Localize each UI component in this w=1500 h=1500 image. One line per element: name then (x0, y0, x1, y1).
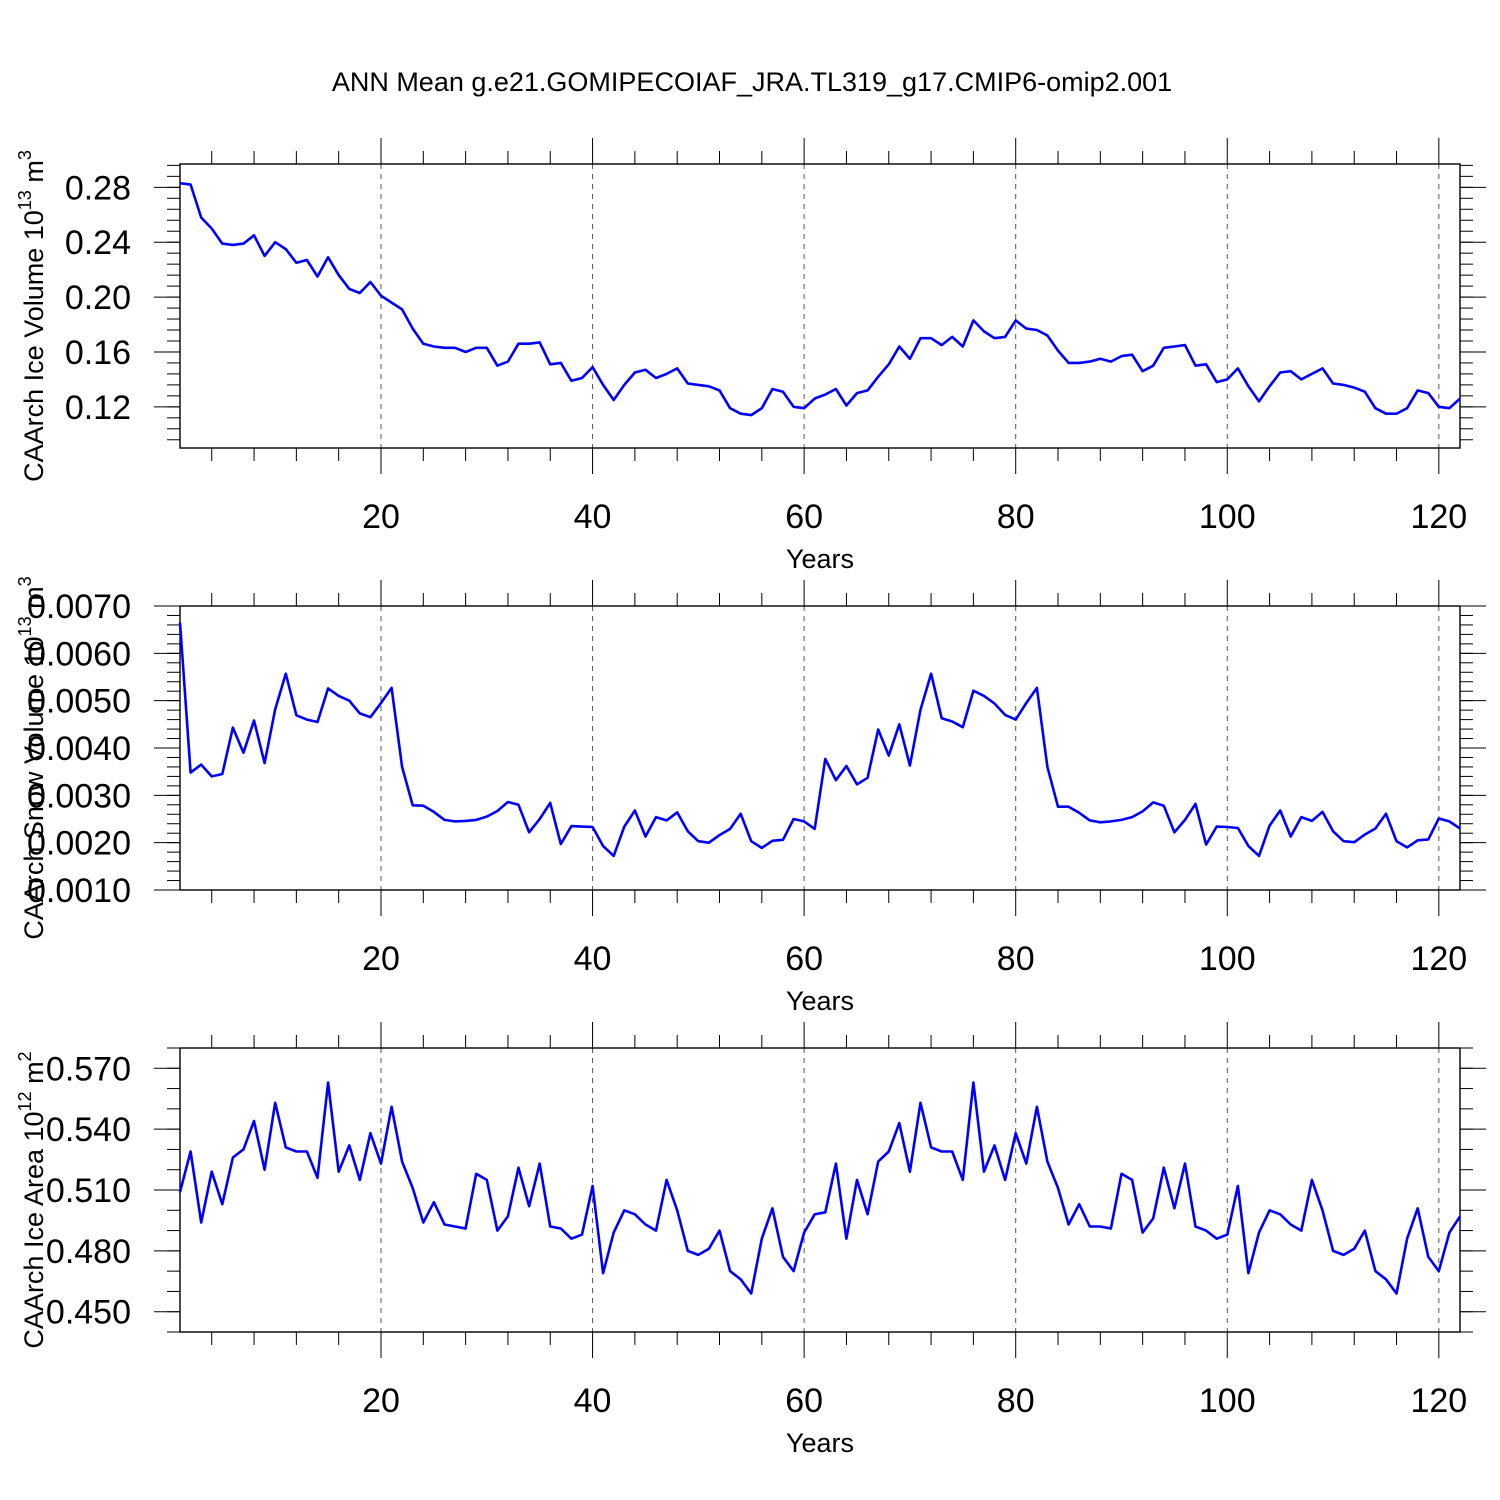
y-tick-label: 0.16 (65, 334, 131, 372)
y-tick-label: 0.450 (46, 1294, 131, 1332)
series-line (179, 181, 1461, 417)
x-tick-label: 60 (785, 498, 823, 536)
y-axis-label-part: m (19, 160, 49, 190)
y-tick-label: 0.0010 (27, 872, 131, 910)
x-tick-label: 60 (785, 1382, 823, 1420)
x-tick-label: 120 (1410, 940, 1467, 978)
plot-frame (179, 605, 1461, 891)
y-axis-label-exponent: 13 (15, 190, 35, 210)
panels: 0.12 0.16 0.20 0.24 0.28 20 40 60 80 100 120 Years C… (15, 138, 1486, 1458)
panel-2: 0.0010 0.0020 0.0030 0.0040 0.0050 0.0060 0.00… (15, 576, 1486, 1016)
x-tick-label: 40 (574, 940, 612, 978)
y-tick-label: 0.540 (46, 1111, 131, 1149)
x-tick-label: 80 (997, 940, 1035, 978)
y-tick-label: 0.12 (65, 389, 131, 427)
y-axis-label: CAArch Ice Area 1012 m2 (15, 1051, 49, 1348)
series-line (178, 622, 1461, 858)
y-tick-label: 0.24 (65, 224, 131, 262)
x-axis-label: Years (786, 544, 854, 574)
panel-1: 0.12 0.16 0.20 0.24 0.28 20 40 60 80 100 120 Years C… (15, 138, 1486, 574)
y-tick-label: 0.0020 (27, 825, 131, 863)
y-axis-label-part: CAArch Ice Area 10 (19, 1111, 49, 1348)
y-tick-label: 0.0060 (27, 635, 131, 673)
figure-title: ANN Mean g.e21.GOMIPECOIAF_JRA.TL319_g17… (332, 67, 1172, 97)
y-tick-label: 0.0070 (27, 588, 131, 626)
x-tick-label: 100 (1199, 940, 1256, 978)
y-axis-label-exponent: 3 (15, 150, 35, 160)
y-tick-label: 0.510 (46, 1172, 131, 1210)
x-tick-label: 20 (362, 940, 400, 978)
y-tick-label: 0.0050 (27, 683, 131, 721)
y-axis-label-part: m (19, 586, 49, 616)
y-axis-label-exponent: 3 (15, 576, 35, 586)
y-tick-label: 0.20 (65, 279, 131, 317)
y-axis-label-exponent: 2 (15, 1051, 35, 1061)
y-axis-label-part: m (19, 1061, 49, 1091)
series-line (178, 1081, 1462, 1295)
x-tick-label: 40 (574, 1382, 612, 1420)
x-tick-label: 40 (574, 498, 612, 536)
y-axis-label-exponent: 13 (15, 616, 35, 636)
x-tick-label: 60 (785, 940, 823, 978)
y-axis-label-part: CAArch Ice Volume 10 (19, 210, 49, 482)
y-tick-label: 0.0030 (27, 777, 131, 815)
x-tick-label: 80 (997, 1382, 1035, 1420)
x-axis-label: Years (786, 986, 854, 1016)
x-tick-label: 80 (997, 498, 1035, 536)
y-tick-label: 0.28 (65, 169, 131, 207)
x-tick-label: 100 (1199, 498, 1256, 536)
x-tick-label: 100 (1199, 1382, 1256, 1420)
y-tick-label: 0.480 (46, 1233, 131, 1271)
plot-frame (179, 1047, 1461, 1333)
y-axis-label-exponent: 12 (15, 1091, 35, 1111)
x-tick-label: 120 (1410, 1382, 1467, 1420)
panel-3: 0.450 0.480 0.510 0.540 0.570 20 40 60 80 100 120 Y… (15, 1022, 1486, 1458)
x-axis-label: Years (786, 1428, 854, 1458)
y-axis-label-part: CAArch Snow Volume 10 (19, 636, 49, 939)
y-tick-label: 0.0040 (27, 730, 131, 768)
x-tick-label: 20 (362, 498, 400, 536)
y-axis-label: CAArch Ice Volume 1013 m3 (15, 150, 49, 482)
x-tick-label: 120 (1410, 498, 1467, 536)
y-axis-label: CAArch Snow Volume 1013 m3 (15, 576, 49, 939)
plot-frame (179, 163, 1461, 449)
x-tick-label: 20 (362, 1382, 400, 1420)
y-tick-label: 0.570 (46, 1050, 131, 1088)
